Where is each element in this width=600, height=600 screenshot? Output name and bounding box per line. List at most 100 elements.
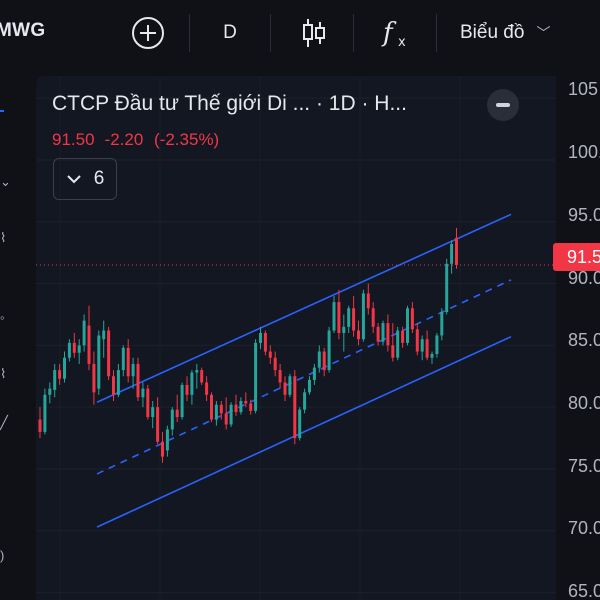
candle-body xyxy=(82,320,86,346)
candle-body xyxy=(455,237,458,266)
chart-menu-dropdown[interactable]: Biểu đồ ﹀ xyxy=(460,0,580,66)
indicators-toggle[interactable]: 6 xyxy=(53,158,117,200)
candle-body xyxy=(425,339,429,358)
candle-body xyxy=(303,392,307,410)
interval-button[interactable]: D xyxy=(223,22,237,43)
candle-body xyxy=(67,342,71,358)
plus-circle-icon xyxy=(132,17,164,49)
chart-type-button[interactable] xyxy=(294,0,334,66)
symbol-search[interactable]: MWG xyxy=(0,20,46,41)
indicators-button[interactable]: f x xyxy=(374,0,418,66)
toolbar-divider xyxy=(436,14,437,52)
candle-body xyxy=(72,342,76,353)
candle-body xyxy=(396,330,400,358)
candle-body xyxy=(126,347,130,377)
candle-body xyxy=(234,404,238,413)
candle-body xyxy=(165,429,169,451)
chevron-down-icon xyxy=(66,172,82,187)
candle-body xyxy=(401,330,405,343)
chevron-down-icon[interactable]: ⌄ xyxy=(0,174,11,189)
candle-body xyxy=(410,308,414,330)
candle-body xyxy=(332,302,336,331)
candle-body xyxy=(249,403,253,411)
collapse-legend-button[interactable] xyxy=(487,89,519,121)
grid-lines xyxy=(36,76,556,600)
candle-body xyxy=(205,382,209,395)
candle-body xyxy=(229,404,233,425)
chart-pane[interactable] xyxy=(36,76,556,600)
symbol-legend-title[interactable]: CTCP Đầu tư Thế giới Di ... · 1D · H... xyxy=(52,92,407,115)
price-label: 75.0 xyxy=(568,456,600,476)
candle-body xyxy=(219,404,223,414)
candle-body xyxy=(450,244,454,264)
candle-body xyxy=(288,376,292,395)
chevron-down-icon: ﹀ xyxy=(536,25,551,41)
price-scale[interactable] xyxy=(556,66,600,600)
price-label: 90.0 xyxy=(568,268,600,288)
candle-body xyxy=(317,351,321,368)
candle-body xyxy=(156,407,160,442)
last-price: 91.50 xyxy=(52,130,95,149)
tool-icon[interactable]: ⌇ xyxy=(0,230,7,245)
tool-icon[interactable]: ) xyxy=(0,548,5,563)
candle-body xyxy=(136,363,140,398)
candle-body xyxy=(381,323,385,342)
candle-body xyxy=(116,370,120,395)
candle-body xyxy=(435,335,439,355)
candle-body xyxy=(87,325,91,364)
candle-body xyxy=(327,330,331,371)
price-label: 85.0 xyxy=(568,330,600,350)
candle-body xyxy=(312,367,316,380)
svg-text:x: x xyxy=(398,35,406,50)
candle-body xyxy=(224,413,228,425)
candle-body xyxy=(161,441,164,457)
candle-body xyxy=(342,326,346,333)
candle-body xyxy=(112,376,115,395)
candle-body xyxy=(190,372,194,395)
candlestick-icon xyxy=(303,19,325,47)
tool-icon[interactable]: ◦ xyxy=(0,310,5,325)
chart-menu-label: Biểu đồ xyxy=(460,22,525,43)
candle-body xyxy=(347,308,351,327)
price-label: 100. xyxy=(568,142,600,162)
candle-body xyxy=(180,384,184,418)
parallel-channel xyxy=(96,213,512,528)
candle-body xyxy=(371,308,375,327)
toolbar-divider xyxy=(189,14,190,52)
price-label: 70.0 xyxy=(568,518,600,538)
candle-body xyxy=(43,394,47,432)
candle-body xyxy=(195,370,199,373)
price-label: 80.0 xyxy=(568,393,600,413)
candle-body xyxy=(420,339,424,352)
channel-upper-line xyxy=(96,213,512,403)
candle-body xyxy=(102,330,106,340)
candle-body xyxy=(254,342,258,411)
candle-body xyxy=(298,409,302,439)
legend-price-row: 91.50 -2.20 (-2.35%) xyxy=(52,130,219,150)
candle-body xyxy=(430,354,434,358)
fx-icon: f x xyxy=(381,18,406,50)
tool-icon[interactable]: ╱ xyxy=(0,415,8,430)
candle-body xyxy=(48,388,52,395)
tool-icon[interactable]: ⌇ xyxy=(0,366,7,381)
active-tool-marker xyxy=(0,110,4,112)
candle-body xyxy=(175,409,179,418)
candle-body xyxy=(322,351,326,371)
candle-body xyxy=(352,308,356,331)
candle-body xyxy=(415,329,419,352)
candle-body xyxy=(278,370,282,383)
price-change-percent: (-2.35%) xyxy=(154,130,220,149)
candle-body xyxy=(146,388,150,418)
candle-body xyxy=(53,370,57,390)
candle-body xyxy=(259,333,262,343)
candle-body xyxy=(200,370,204,383)
candle-body xyxy=(386,323,390,346)
indicator-count: 6 xyxy=(93,168,105,189)
candle-body xyxy=(440,311,444,336)
candle-body xyxy=(337,302,341,333)
candle-body xyxy=(77,345,81,353)
candle-body xyxy=(391,345,395,358)
candle-body xyxy=(97,335,101,389)
add-symbol-button[interactable] xyxy=(126,0,170,66)
